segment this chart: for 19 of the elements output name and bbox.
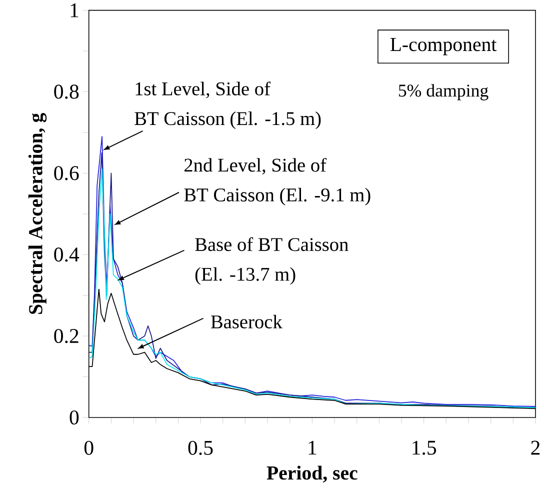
- annotation: Baserock: [210, 314, 282, 329]
- x-tick-label: 1: [308, 440, 316, 455]
- x-tick-label: 1.5: [412, 440, 436, 455]
- annotation: L-component: [390, 38, 497, 56]
- annotation: 2nd Level, Side of BT Caisson (El. -9.1 m): [184, 158, 370, 206]
- y-tick-label: 0: [70, 410, 79, 425]
- y-tick-label: 1: [70, 4, 78, 18]
- x-tick-label: 0.5: [188, 440, 213, 456]
- y-tick-label: 0.4: [54, 248, 80, 262]
- annotation: 1st Level, Side of BT Caisson (El. -1.5 m): [134, 82, 321, 130]
- x-tick-label: 0: [84, 440, 94, 455]
- y-tick-label: 0.2: [54, 329, 78, 344]
- annotation: 5% damping: [398, 84, 488, 100]
- annotation: Base of BT Caisson (El. -13.7 m): [195, 237, 348, 285]
- x-axis-title: Period, sec: [266, 466, 358, 483]
- y-axis-title: Spectral Acceleration, g: [28, 113, 47, 314]
- y-tick-label: 0.8: [54, 84, 79, 99]
- x-tick-label: 2: [531, 440, 540, 455]
- y-tick-label: 0.6: [54, 166, 79, 180]
